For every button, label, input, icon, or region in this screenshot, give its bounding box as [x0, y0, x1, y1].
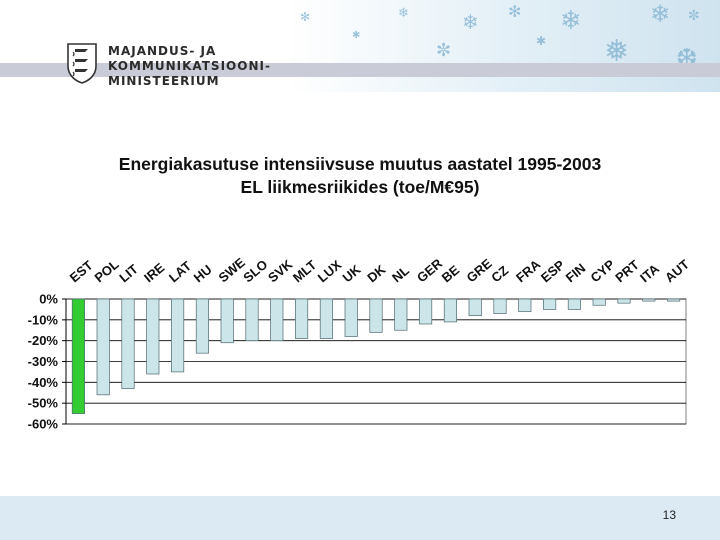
- x-tick-label: IRE: [141, 260, 167, 286]
- y-tick-label: -10%: [28, 312, 59, 327]
- ministry-line: KOMMUNIKATSIOONI-: [108, 59, 271, 73]
- bar-aut: [667, 298, 681, 302]
- chart-subtitle: EL liikmesriikides (toe/M€95): [240, 177, 480, 197]
- bar-lat: [171, 298, 185, 373]
- bar-ita: [642, 298, 656, 302]
- ministry-line: MINISTEERIUM: [108, 74, 220, 88]
- bar-mlt: [295, 298, 309, 339]
- x-tick-label: LAT: [166, 258, 194, 285]
- snowflake-icon: ✼: [688, 8, 700, 24]
- ministry-line: MAJANDUS- JA: [108, 44, 217, 58]
- bar-ire: [146, 298, 160, 375]
- x-tick-label: EST: [67, 258, 96, 286]
- ministry-name: MAJANDUS- JA KOMMUNIKATSIOONI- MINISTEER…: [108, 44, 271, 89]
- snowflake-icon: ✻: [508, 2, 522, 21]
- x-tick-label: FIN: [563, 260, 589, 285]
- y-tick-label: -30%: [28, 354, 59, 369]
- slide-header: ✻ ✱ ❄ ✼ ❄ ✻ ✱ ❄ ❅ ❄ ❆ ✼ MAJANDUS- JA KOM…: [0, 0, 720, 92]
- bar-ger: [419, 298, 433, 325]
- x-tick-label: LIT: [116, 261, 141, 285]
- y-tick-label: -50%: [28, 396, 59, 411]
- x-tick-label: ITA: [637, 261, 662, 286]
- snowflake-icon: ✱: [536, 34, 547, 48]
- bar-swe: [220, 298, 234, 344]
- page-number: 13: [662, 508, 676, 522]
- x-tick-label: AUT: [662, 257, 692, 286]
- x-tick-label: HU: [191, 262, 215, 286]
- snowflake-icon: ❄: [398, 6, 409, 21]
- coat-of-arms-icon: [67, 43, 97, 84]
- bar-cyp: [592, 298, 606, 306]
- bar-slo: [245, 298, 259, 342]
- x-tick-label: UK: [339, 261, 363, 285]
- x-tick-label: GRE: [463, 255, 494, 285]
- snowflake-icon: ❄: [650, 0, 671, 28]
- snowflake-icon: ✱: [352, 30, 361, 41]
- snowflake-icon: ❄: [462, 10, 479, 34]
- bar-lux: [319, 298, 333, 339]
- y-tick-label: -60%: [28, 417, 59, 432]
- x-tick-label: POL: [91, 257, 121, 286]
- header-band: [0, 63, 720, 77]
- snowflake-icon: ✼: [436, 40, 452, 61]
- chart-title-block: Energiakasutuse intensiivsuse muutus aas…: [40, 153, 680, 199]
- x-tick-label: GER: [414, 255, 446, 285]
- bar-svk: [270, 298, 284, 342]
- bar-hu: [195, 298, 209, 354]
- bar-gre: [468, 298, 482, 317]
- bar-be: [443, 298, 457, 323]
- slide-footer: 13: [0, 496, 720, 540]
- chart-title: Energiakasutuse intensiivsuse muutus aas…: [118, 154, 602, 174]
- y-tick-label: -20%: [28, 333, 59, 348]
- bar-nl: [394, 298, 408, 331]
- snowflake-icon: ✻: [300, 10, 311, 24]
- x-tick-label: NL: [389, 263, 412, 286]
- bar-fra: [518, 298, 532, 312]
- bar-est: [71, 298, 85, 414]
- y-tick-label: -40%: [28, 375, 59, 390]
- bar-pol: [96, 298, 110, 396]
- x-tick-label: SLO: [240, 257, 270, 286]
- x-tick-label: SVK: [265, 256, 296, 285]
- bar-lit: [121, 298, 135, 389]
- x-tick-label: PRT: [612, 257, 642, 285]
- x-tick-label: CYP: [587, 256, 617, 285]
- x-tick-label: DK: [364, 261, 388, 285]
- snowflake-icon: ❄: [560, 6, 582, 36]
- bar-dk: [369, 298, 383, 333]
- x-tick-label: MLT: [290, 257, 319, 285]
- bar-cz: [493, 298, 507, 314]
- y-tick-label: 0%: [39, 292, 58, 307]
- x-tick-label: LUX: [315, 257, 345, 285]
- x-tick-label: FRA: [513, 256, 544, 285]
- bar-esp: [543, 298, 557, 310]
- bar-fin: [567, 298, 581, 310]
- bar-uk: [344, 298, 358, 337]
- x-tick-label: SWE: [215, 255, 248, 286]
- bar-prt: [617, 298, 631, 304]
- x-tick-label: ESP: [538, 257, 568, 285]
